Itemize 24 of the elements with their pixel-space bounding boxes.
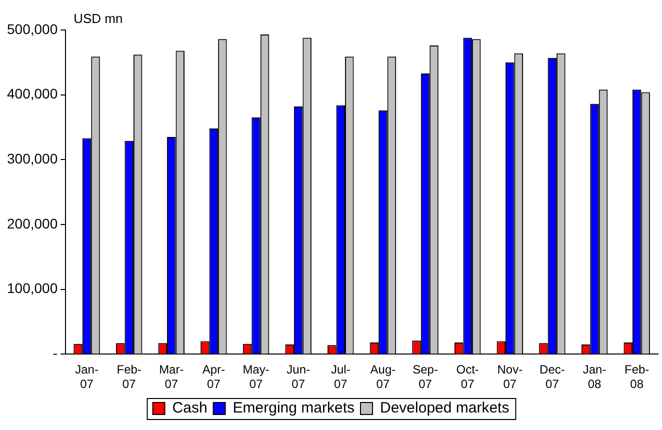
y-tick-label: - <box>52 345 58 362</box>
y-tick-label: 500,000 <box>6 20 58 37</box>
x-tick-label: Jul-07 <box>330 362 350 392</box>
legend-label: Emerging markets <box>232 400 355 417</box>
y-tick-label: 100,000 <box>6 280 58 296</box>
y-tick-label: 300,000 <box>6 150 58 167</box>
x-tick-label: Jan-07 <box>75 362 98 392</box>
y-axis-title: USD mn <box>74 11 123 26</box>
legend-label: Developed markets <box>380 400 510 417</box>
x-tick-label: Apr-07 <box>202 362 226 392</box>
x-tick-label: Feb-08 <box>624 362 650 392</box>
y-tick-label: 400,000 <box>6 86 58 102</box>
x-tick-label: Jun-07 <box>286 362 310 392</box>
x-tick-label: Dec-07 <box>540 362 565 392</box>
x-tick-label: Oct-07 <box>456 362 479 392</box>
x-tick-label: Aug-07 <box>370 362 396 392</box>
legend-label: Cash <box>172 400 208 417</box>
x-tick-label: May-07 <box>242 362 270 392</box>
x-tick-label: Feb-07 <box>116 362 142 392</box>
x-tick-label: Jan-08 <box>582 362 606 392</box>
y-tick-label: 200,000 <box>6 215 58 232</box>
x-tick-label: Nov-07 <box>497 362 523 392</box>
x-tick-label: Mar-07 <box>159 362 184 392</box>
x-tick-label: Sep-07 <box>412 362 438 392</box>
